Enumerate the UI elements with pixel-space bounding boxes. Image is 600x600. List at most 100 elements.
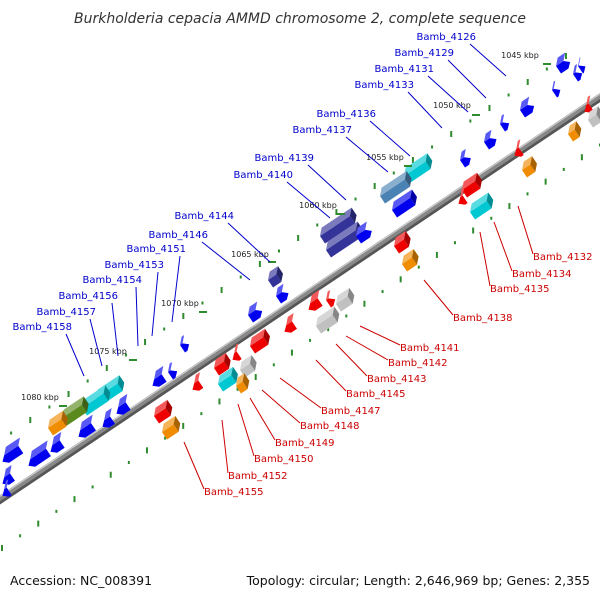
gene-feature — [180, 335, 190, 353]
leader-line — [315, 359, 347, 392]
leader-line — [227, 222, 271, 263]
kbp-markers: 1045 kbp 1050 kbp 1055 kbp 1060 kbp 1065 kbp… — [21, 51, 551, 407]
gene-feature — [268, 266, 283, 288]
tick-marks — [1, 53, 600, 551]
gene-feature — [380, 170, 412, 204]
gene-feature — [61, 396, 89, 426]
gene-labels: Bamb_4126 Bamb_4129 Bamb_4131 Bamb_4133 Bamb… — [12, 32, 592, 498]
gene-feature — [248, 301, 263, 323]
gene-label: Bamb_4147 — [321, 406, 381, 417]
leader-line — [201, 241, 251, 281]
kbp-marker-label: 1065 kbp — [231, 250, 269, 259]
gene-feature — [316, 306, 340, 334]
kbp-marker-label: 1055 kbp — [366, 153, 404, 162]
kbp-marker-label: 1050 kbp — [433, 101, 471, 110]
gene-label: Bamb_4149 — [275, 438, 335, 449]
gene-feature — [394, 231, 411, 254]
gene-feature — [250, 328, 270, 354]
leader-line — [286, 181, 331, 219]
gene-feature — [402, 249, 419, 272]
leader-line — [345, 335, 389, 361]
gene-feature — [500, 114, 510, 132]
gene-feature — [82, 385, 111, 416]
leader-line — [447, 59, 487, 99]
leader-line — [345, 136, 389, 173]
gene-label: Bamb_4157 — [36, 307, 96, 318]
gene-feature — [102, 408, 115, 428]
leader-line — [237, 403, 255, 457]
leader-line — [427, 75, 469, 113]
backbone-line — [0, 93, 600, 502]
gene-label: Bamb_4154 — [82, 275, 142, 286]
gene-label: Bamb_4134 — [512, 269, 572, 280]
gene-feature — [556, 52, 571, 74]
gene-feature — [484, 129, 497, 150]
leader-line — [493, 221, 513, 272]
gene-label: Bamb_4140 — [233, 170, 293, 181]
leader-line — [89, 318, 103, 367]
leader-line — [479, 231, 491, 287]
gene-feature — [568, 121, 582, 142]
gene-feature — [308, 289, 323, 311]
gene-feature — [2, 479, 12, 497]
leader-line — [261, 389, 301, 424]
leader-line — [279, 377, 322, 409]
gene-label: Bamb_4129 — [394, 48, 454, 59]
leader-line — [517, 205, 534, 255]
gene-feature — [116, 393, 131, 415]
gene-feature — [573, 64, 583, 82]
kbp-marker-label: 1060 kbp — [299, 201, 337, 210]
gene-feature — [470, 192, 494, 220]
gene-label: Bamb_4136 — [316, 109, 376, 120]
leader-line — [183, 441, 205, 490]
gene-label: Bamb_4146 — [148, 230, 208, 241]
gene-feature — [162, 415, 181, 440]
kbp-marker-label: 1075 kbp — [89, 347, 127, 356]
gene-feature — [168, 362, 178, 380]
gene-feature — [520, 96, 535, 118]
gene-label: Bamb_4144 — [174, 211, 234, 222]
gene-label: Bamb_4148 — [300, 421, 360, 432]
leader-line — [151, 271, 159, 337]
topology-text: Topology: circular; Length: 2,646,969 bp… — [246, 573, 590, 588]
gene-label: Bamb_4158 — [12, 322, 72, 333]
gene-feature — [214, 353, 231, 376]
leader-line — [335, 343, 368, 377]
gene-feature — [236, 373, 250, 394]
gene-label: Bamb_4139 — [254, 153, 314, 164]
gene-label: Bamb_4133 — [354, 80, 414, 91]
leader-line — [359, 325, 401, 346]
gene-label: Bamb_4152 — [228, 471, 288, 482]
gene-label: Bamb_4135 — [490, 284, 550, 295]
leader-line — [407, 91, 443, 129]
gene-feature — [356, 221, 372, 244]
gene-label: Bamb_4141 — [400, 343, 460, 354]
chromosome-backbone — [0, 93, 600, 505]
gene-feature — [522, 156, 537, 178]
gene-label: Bamb_4156 — [58, 291, 118, 302]
gene-label: Bamb_4151 — [126, 244, 186, 255]
accession-text: Accession: NC_008391 — [10, 573, 153, 588]
gene-feature — [2, 437, 24, 463]
gene-label: Bamb_4155 — [204, 487, 264, 498]
leader-line — [171, 255, 181, 323]
leader-line — [307, 164, 347, 201]
backbone-highlight — [0, 93, 600, 498]
kbp-marker-label: 1070 kbp — [161, 299, 199, 308]
gene-feature — [578, 57, 586, 74]
gene-feature — [514, 139, 524, 157]
gene-feature — [336, 287, 355, 312]
gene-feature — [218, 366, 238, 392]
gene-label: Bamb_4142 — [388, 358, 448, 369]
gene-feature — [152, 365, 167, 387]
kbp-marker-label: 1080 kbp — [21, 393, 59, 402]
gene-features — [2, 52, 600, 497]
gene-label: Bamb_4137 — [292, 125, 352, 136]
gene-feature — [392, 189, 417, 218]
map-title: Burkholderia cepacia AMMD chromosome 2, … — [74, 11, 526, 27]
gene-feature — [552, 80, 561, 98]
gene-feature — [28, 440, 51, 467]
gene-feature — [460, 148, 471, 168]
